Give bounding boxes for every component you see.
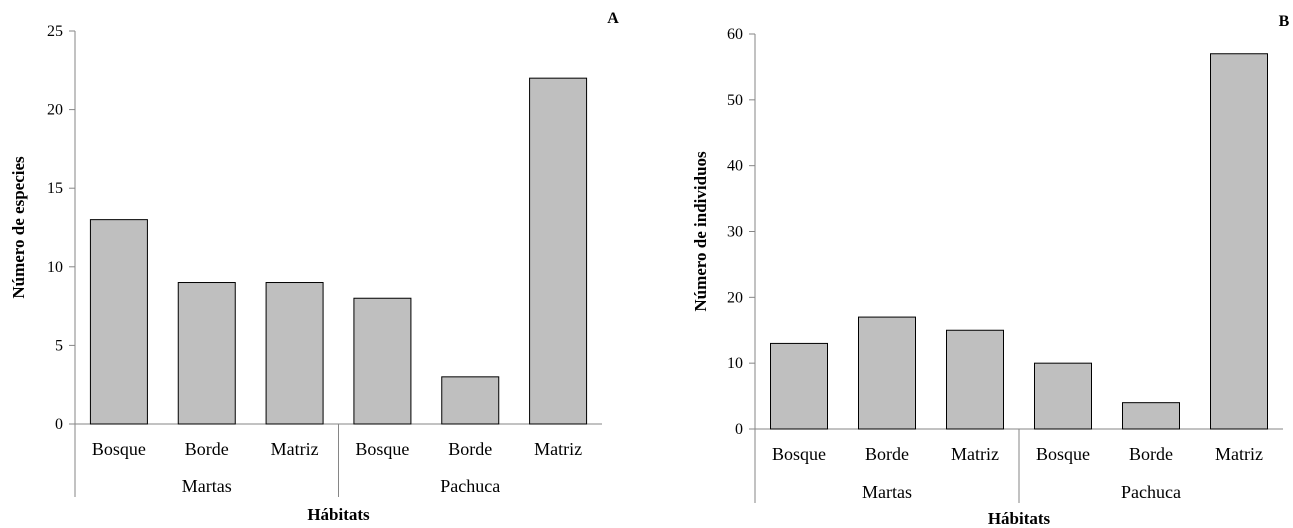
bar-martas-borde (177, 282, 236, 425)
x-category-label: Matriz (534, 439, 582, 459)
y-tick-label: 20 (47, 102, 63, 119)
y-tick-label: 25 (47, 23, 63, 40)
x-category-label: Matriz (271, 439, 319, 459)
bar-pachuca-matriz (1210, 53, 1268, 430)
y-tick-label: 0 (55, 416, 63, 433)
y-tick-label: 0 (735, 421, 743, 438)
bar-pachuca-bosque (353, 297, 412, 425)
bar-martas-bosque (770, 342, 828, 430)
x-category-label: Bosque (1036, 444, 1090, 464)
bar-pachuca-borde (441, 376, 500, 425)
y-tick-label: 30 (727, 224, 743, 241)
x-group-label: Martas (182, 476, 232, 496)
x-category-label: Borde (1129, 444, 1173, 464)
bar-martas-bosque (89, 219, 148, 425)
x-category-label: Bosque (92, 439, 146, 459)
x-category-label: Borde (865, 444, 909, 464)
x-axis-title: Hábitats (307, 505, 370, 524)
x-category-label: Matriz (951, 444, 999, 464)
x-axis-title: Hábitats (988, 509, 1051, 528)
bar-pachuca-bosque (1034, 362, 1092, 430)
y-tick-label: 20 (727, 289, 743, 306)
panel-label: B (1279, 13, 1290, 30)
x-group-label: Pachuca (1121, 482, 1181, 502)
y-tick-label: 15 (47, 180, 63, 197)
y-tick-label: 40 (727, 158, 743, 175)
bar-pachuca-borde (1122, 402, 1180, 430)
y-tick-label: 5 (55, 337, 63, 354)
panel-label: A (607, 10, 619, 27)
x-category-label: Borde (448, 439, 492, 459)
x-category-label: Bosque (355, 439, 409, 459)
y-axis-title: Número de individuos (691, 151, 710, 312)
y-tick-label: 50 (727, 92, 743, 109)
bar-martas-borde (858, 316, 916, 430)
y-tick-label: 10 (727, 355, 743, 372)
y-tick-label: 10 (47, 259, 63, 276)
x-group-label: Martas (862, 482, 912, 502)
chart-panel-a: 0 5 10 15 20 25 Bosque Borde Matriz Bosque Borde Ma… (9, 10, 619, 524)
x-category-label: Bosque (772, 444, 826, 464)
bar-martas-matriz (946, 329, 1004, 430)
x-group-label: Pachuca (440, 476, 500, 496)
x-category-label: Borde (185, 439, 229, 459)
bar-martas-matriz (265, 282, 324, 425)
chart-panel-b: 0 10 20 30 40 50 60 Bosque Borde Matriz Bosque Bord… (691, 13, 1290, 528)
bar-pachuca-matriz (529, 77, 588, 425)
x-category-label: Matriz (1215, 444, 1263, 464)
y-tick-label: 60 (727, 26, 743, 43)
y-axis-title: Número de especies (9, 156, 28, 299)
